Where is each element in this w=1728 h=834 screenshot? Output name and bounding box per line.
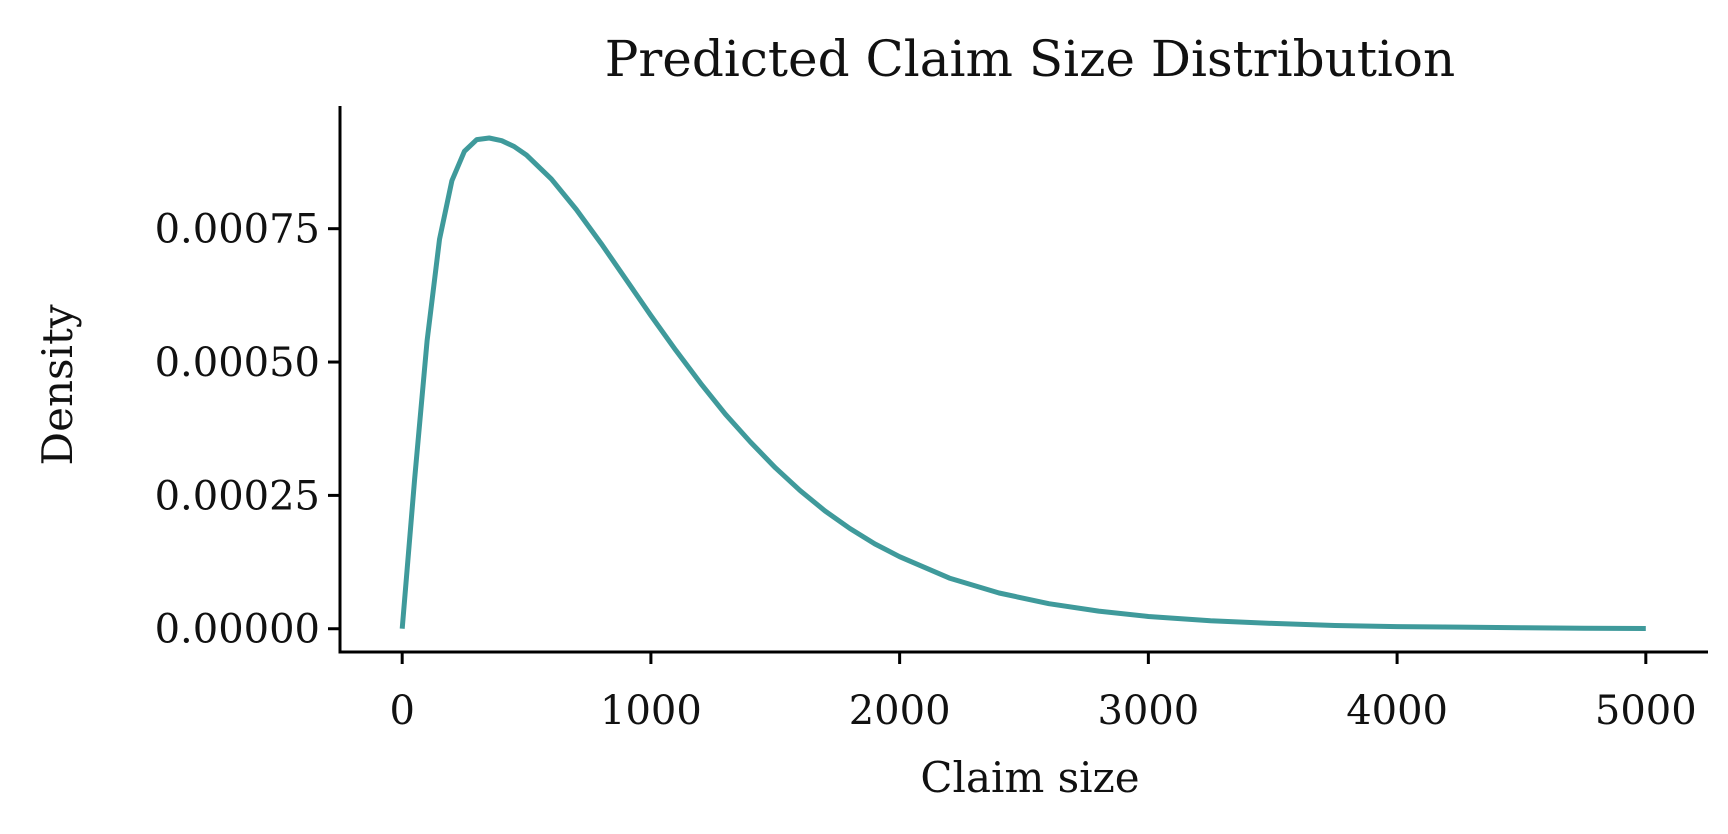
y-tick-label: 0.00025 bbox=[155, 473, 320, 519]
y-axis-label: Density bbox=[33, 304, 82, 465]
y-tick-label: 0.00075 bbox=[155, 207, 320, 253]
x-tick-label: 1000 bbox=[600, 688, 702, 734]
x-axis-label: Claim size bbox=[920, 753, 1139, 802]
y-tick-label: 0.00000 bbox=[155, 607, 320, 653]
y-tick-label: 0.00050 bbox=[155, 340, 320, 386]
x-tick-label: 3000 bbox=[1097, 688, 1199, 734]
x-tick-label: 5000 bbox=[1595, 688, 1697, 734]
plot-area: 0 1000 2000 3000 4000 5000 0.00000 0.00025 0.000… bbox=[155, 106, 1708, 734]
x-tick-label: 2000 bbox=[849, 688, 951, 734]
density-line bbox=[399, 135, 1646, 631]
x-tick-label: 0 bbox=[389, 688, 414, 734]
chart-title: Predicted Claim Size Distribution bbox=[605, 30, 1455, 88]
x-tick-label: 4000 bbox=[1346, 688, 1448, 734]
